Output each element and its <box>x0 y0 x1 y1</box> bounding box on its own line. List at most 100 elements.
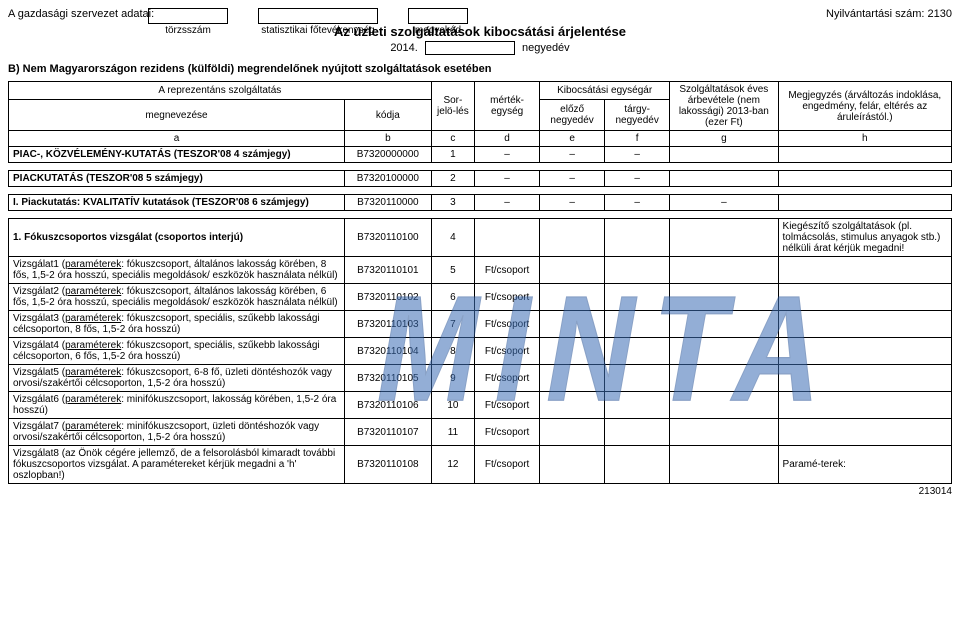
cell-note <box>778 284 951 311</box>
table-row: Vizsgálat4 (paraméterek: fókuszcsoport, … <box>9 338 952 365</box>
cell-rev <box>670 338 778 365</box>
cell-rev: – <box>670 195 778 211</box>
year-suffix: negyedév <box>522 42 570 54</box>
hdr-targy: tárgy-negyedév <box>605 100 670 131</box>
cell-rev <box>670 446 778 484</box>
price-table: A reprezentáns szolgáltatás Sor-jelö-lés… <box>8 81 952 484</box>
cell-code: B7320110101 <box>345 257 432 284</box>
cell-sor: 1 <box>431 147 474 163</box>
cell-unit: Ft/csoport <box>475 257 540 284</box>
cell-prev <box>540 311 605 338</box>
cell-note <box>778 311 951 338</box>
cell-name: Vizsgálat4 (paraméterek: fókuszcsoport, … <box>9 338 345 365</box>
cell-rev <box>670 147 778 163</box>
col-letter-d: d <box>475 131 540 147</box>
box-torzsszam: törzsszám <box>148 8 228 36</box>
table-row: Vizsgálat6 (paraméterek: minifókuszcsopo… <box>9 392 952 419</box>
cell-note <box>778 365 951 392</box>
cell-prev: – <box>540 147 605 163</box>
cell-sor: 8 <box>431 338 474 365</box>
cell-name: Vizsgálat1 (paraméterek: fókuszcsoport, … <box>9 257 345 284</box>
cell-note <box>778 257 951 284</box>
cell-rev <box>670 219 778 257</box>
cell-rev <box>670 284 778 311</box>
cell-prev <box>540 392 605 419</box>
hdr-elozo: előző negyedév <box>540 100 605 131</box>
cell-sor: 10 <box>431 392 474 419</box>
cell-curr: – <box>605 147 670 163</box>
cell-rev <box>670 365 778 392</box>
table-header: A reprezentáns szolgáltatás Sor-jelö-lés… <box>9 82 952 147</box>
cell-sor: 11 <box>431 419 474 446</box>
cell-sor: 9 <box>431 365 474 392</box>
cell-prev <box>540 338 605 365</box>
cell-name: I. Piackutatás: KVALITATÍV kutatások (TE… <box>9 195 345 211</box>
table-row: Vizsgálat8 (az Önök cégére jellemző, de … <box>9 446 952 484</box>
cell-code: B7320000000 <box>345 147 432 163</box>
cell-curr <box>605 219 670 257</box>
table-row: Vizsgálat5 (paraméterek: fókuszcsoport, … <box>9 365 952 392</box>
cell-unit: Ft/csoport <box>475 446 540 484</box>
table-row: PIAC-, KÖZVÉLEMÉNY-KUTATÁS (TESZOR'08 4 … <box>9 147 952 163</box>
cell-rev <box>670 419 778 446</box>
cell-prev <box>540 219 605 257</box>
cell-note: Kiegészítő szolgáltatások (pl. tolmácsol… <box>778 219 951 257</box>
cell-name: PIACKUTATÁS (TESZOR'08 5 számjegy) <box>9 171 345 187</box>
cell-curr <box>605 257 670 284</box>
cell-name: Vizsgálat7 (paraméterek: minifókuszcsopo… <box>9 419 345 446</box>
cell-curr <box>605 446 670 484</box>
col-letter-f: f <box>605 131 670 147</box>
hdr-megn: megnevezése <box>9 100 345 131</box>
cell-sor: 5 <box>431 257 474 284</box>
year-row: 2014. negyedév <box>8 41 952 55</box>
col-letter-b: b <box>345 131 432 147</box>
cell-code: B7320110000 <box>345 195 432 211</box>
cell-unit: Ft/csoport <box>475 392 540 419</box>
cell-unit: – <box>475 147 540 163</box>
cell-curr <box>605 419 670 446</box>
hdr-megj: Megjegyzés (árváltozás indoklása, engedm… <box>778 82 951 131</box>
cell-prev <box>540 257 605 284</box>
input-fotev[interactable] <box>258 8 378 24</box>
cell-prev: – <box>540 171 605 187</box>
cell-code: B7320110104 <box>345 338 432 365</box>
cell-note <box>778 195 951 211</box>
cell-prev <box>540 365 605 392</box>
cell-curr <box>605 284 670 311</box>
cell-unit: – <box>475 195 540 211</box>
cell-name: PIAC-, KÖZVÉLEMÉNY-KUTATÁS (TESZOR'08 4 … <box>9 147 345 163</box>
hdr-sor: Sor-jelö-lés <box>431 82 474 131</box>
cell-curr: – <box>605 171 670 187</box>
cell-curr <box>605 392 670 419</box>
cell-note <box>778 147 951 163</box>
cell-curr <box>605 338 670 365</box>
cell-unit: Ft/csoport <box>475 365 540 392</box>
cell-sor: 6 <box>431 284 474 311</box>
cell-prev <box>540 446 605 484</box>
col-letter-c: c <box>431 131 474 147</box>
cell-code: B7320110100 <box>345 219 432 257</box>
org-label: A gazdasági szervezet adatai: <box>8 8 168 20</box>
quarter-input[interactable] <box>425 41 515 55</box>
hdr-kiboc: Kibocsátási egységár <box>540 82 670 100</box>
cell-unit: Ft/csoport <box>475 338 540 365</box>
cell-note <box>778 338 951 365</box>
input-torzsszam[interactable] <box>148 8 228 24</box>
cell-name: Vizsgálat6 (paraméterek: minifókuszcsopo… <box>9 392 345 419</box>
table-body: PIAC-, KÖZVÉLEMÉNY-KUTATÁS (TESZOR'08 4 … <box>9 147 952 484</box>
col-letter-a: a <box>9 131 345 147</box>
cell-code: B7320110102 <box>345 284 432 311</box>
spacer-row <box>9 187 952 195</box>
cell-prev <box>540 419 605 446</box>
cell-rev <box>670 257 778 284</box>
cell-rev <box>670 392 778 419</box>
cell-note <box>778 392 951 419</box>
label-torzsszam: törzsszám <box>165 25 211 36</box>
input-megyekod[interactable] <box>408 8 468 24</box>
cell-unit: Ft/csoport <box>475 419 540 446</box>
cell-code: B7320110105 <box>345 365 432 392</box>
cell-sor: 7 <box>431 311 474 338</box>
cell-name: 1. Fókuszcsoportos vizsgálat (csoportos … <box>9 219 345 257</box>
cell-code: B7320110107 <box>345 419 432 446</box>
cell-sor: 3 <box>431 195 474 211</box>
